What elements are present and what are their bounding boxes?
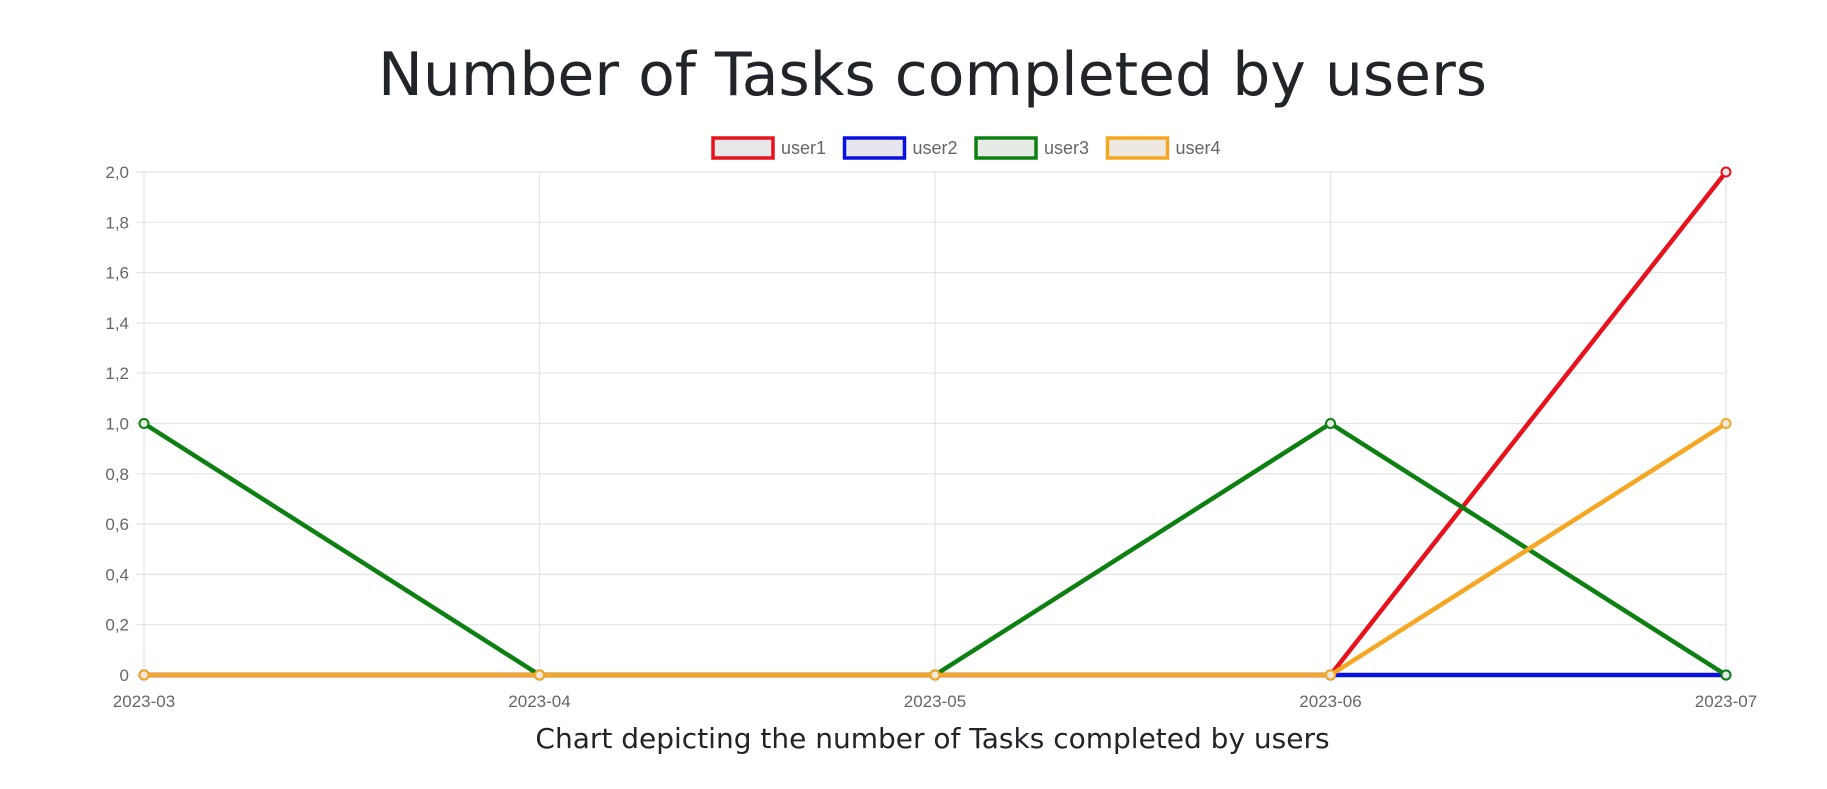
legend-label-user4[interactable]: user4 bbox=[1176, 138, 1221, 158]
data-point-user4 bbox=[534, 669, 545, 681]
y-tick-label: 2,0 bbox=[105, 163, 129, 182]
legend-label-user3[interactable]: user3 bbox=[1044, 138, 1089, 158]
legend-label-user2[interactable]: user2 bbox=[913, 138, 958, 158]
series-lines bbox=[138, 166, 1732, 681]
legend-swatch-user1[interactable] bbox=[711, 136, 775, 160]
chart-caption: Chart depicting the number of Tasks comp… bbox=[535, 722, 1330, 755]
y-tick-label: 0 bbox=[120, 666, 129, 685]
x-tick-label: 2023-04 bbox=[508, 692, 570, 711]
x-tick-label: 2023-06 bbox=[1299, 692, 1361, 711]
legend[interactable]: user1 user2 user3 user4 bbox=[711, 136, 1221, 160]
legend-item-user4[interactable]: user4 bbox=[1105, 136, 1221, 160]
x-axis-tick-labels: 2023-03 2023-04 2023-05 2023-06 2023-07 bbox=[113, 692, 1757, 711]
x-tick-label: 2023-03 bbox=[113, 692, 175, 711]
y-tick-label: 0,4 bbox=[105, 565, 129, 584]
y-axis-tick-labels: 0 0,2 0,4 0,6 0,8 1,0 1,2 1,4 1,6 1,8 2,0 bbox=[105, 163, 129, 685]
data-point-user4 bbox=[929, 669, 941, 681]
x-tick-label: 2023-07 bbox=[1695, 692, 1757, 711]
legend-label-user1[interactable]: user1 bbox=[781, 138, 826, 158]
legend-item-user1[interactable]: user1 bbox=[711, 136, 826, 160]
legend-swatch-user2[interactable] bbox=[842, 136, 907, 160]
chart-title: Number of Tasks completed by users bbox=[377, 40, 1488, 110]
legend-swatch-user3[interactable] bbox=[974, 136, 1038, 160]
legend-item-user3[interactable]: user3 bbox=[974, 136, 1089, 160]
data-point-user3 bbox=[1325, 418, 1336, 429]
data-point-user3 bbox=[1720, 669, 1732, 681]
y-tick-label: 1,0 bbox=[105, 415, 129, 434]
y-tick-label: 0,2 bbox=[105, 616, 129, 635]
y-tick-label: 1,8 bbox=[105, 213, 129, 232]
legend-swatch-user4[interactable] bbox=[1105, 136, 1170, 160]
data-point-user1 bbox=[1720, 166, 1732, 178]
data-point-user4 bbox=[1325, 669, 1336, 681]
y-tick-label: 0,8 bbox=[105, 465, 129, 484]
legend-item-user2[interactable]: user2 bbox=[842, 136, 958, 160]
grid-lines bbox=[136, 171, 1727, 683]
data-point-user4 bbox=[1720, 418, 1732, 429]
data-point-user4 bbox=[138, 669, 150, 681]
x-tick-label: 2023-05 bbox=[904, 692, 966, 711]
data-point-user3 bbox=[138, 418, 150, 429]
y-tick-label: 1,4 bbox=[105, 314, 129, 333]
y-tick-label: 0,6 bbox=[105, 515, 129, 534]
y-tick-label: 1,2 bbox=[105, 364, 129, 383]
y-tick-label: 1,6 bbox=[105, 264, 129, 283]
